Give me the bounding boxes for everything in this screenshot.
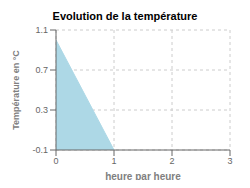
svg-text:0.3: 0.3	[35, 105, 48, 115]
svg-text:-0.1: -0.1	[32, 145, 48, 155]
svg-text:2: 2	[169, 156, 174, 166]
svg-text:1: 1	[111, 156, 116, 166]
svg-text:0: 0	[53, 156, 58, 166]
svg-text:heure par heure: heure par heure	[105, 171, 181, 180]
svg-text:Température en °C: Température en °C	[11, 50, 21, 130]
svg-text:3: 3	[227, 156, 232, 166]
html-text:Evolution de la température: Evolution de la température	[52, 10, 198, 22]
svg-text:0.7: 0.7	[35, 65, 48, 75]
svg-text:1.1: 1.1	[35, 25, 48, 35]
